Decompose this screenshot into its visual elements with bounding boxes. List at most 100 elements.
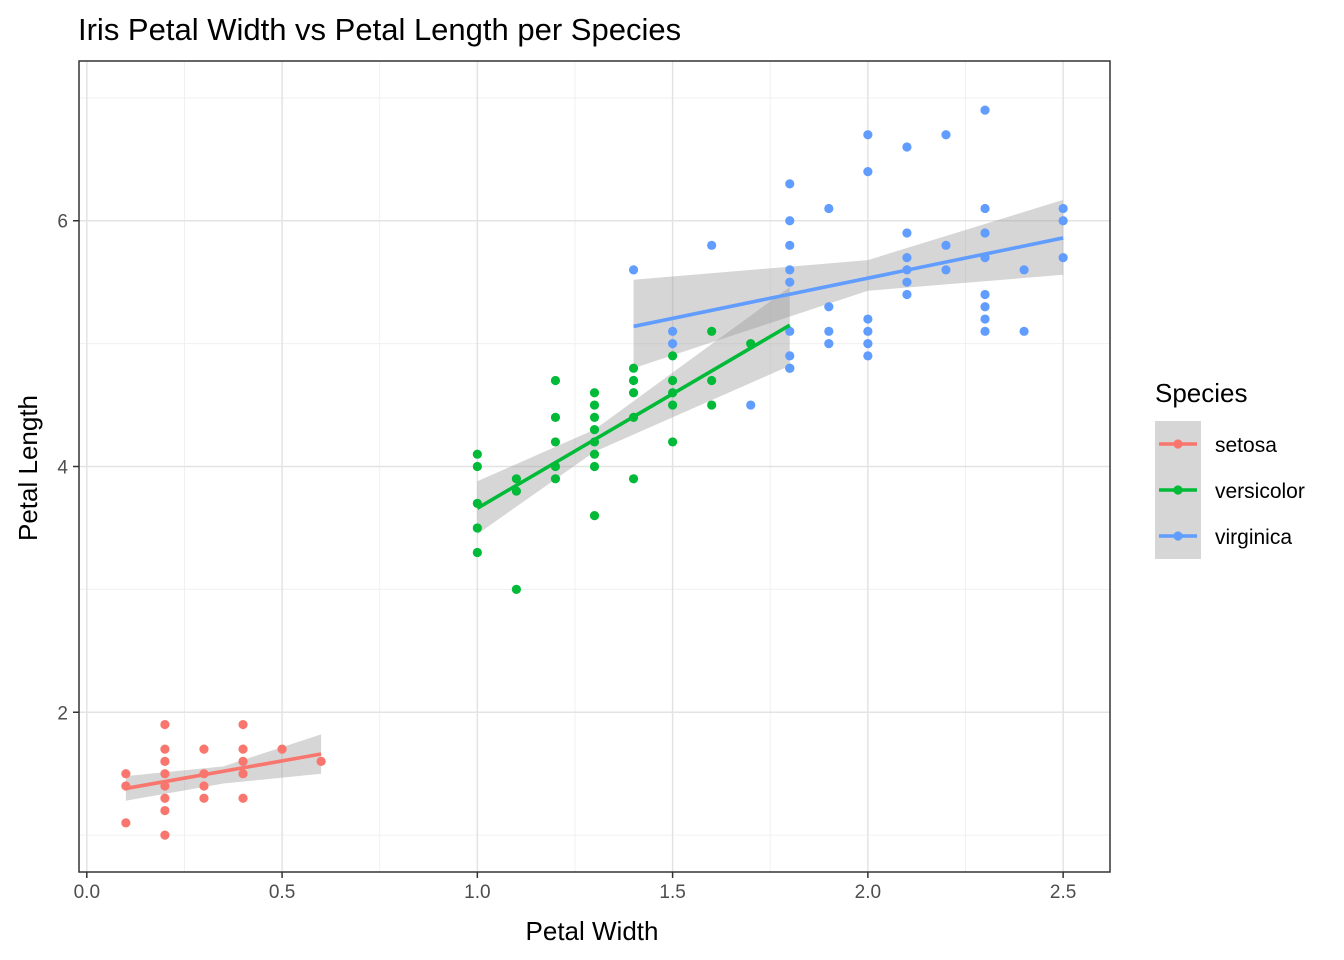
data-point-versicolor [589,511,600,521]
data-point-virginica [902,142,912,152]
data-point-versicolor [550,437,561,447]
data-point-virginica [785,179,795,189]
data-point-virginica [863,351,873,361]
data-point-virginica [902,253,912,263]
data-point-versicolor [472,461,482,472]
data-point-versicolor [589,400,600,410]
data-point-versicolor [628,363,639,373]
fit-line-virginica [633,236,1064,329]
data-point-virginica [980,105,990,115]
data-point-versicolor [589,449,600,459]
data-point-versicolor [511,474,521,484]
data-point-virginica [824,326,834,336]
data-point-setosa [238,793,248,803]
data-point-virginica [785,326,795,336]
data-point-virginica [785,216,795,226]
data-point-setosa [160,756,170,767]
data-point-setosa [316,756,326,767]
data-point-virginica [668,326,678,336]
data-point-virginica [824,339,834,349]
legend-label-versicolor: versicolor [1215,480,1305,503]
y-tick-label: 4 [57,458,68,479]
legend-point-versicolor [1173,485,1183,495]
data-point-versicolor [668,400,678,410]
x-axis-title: Petal Width [526,916,659,946]
data-point-setosa [160,830,170,840]
data-point-versicolor [628,375,639,386]
data-point-virginica [785,265,795,275]
data-point-setosa [238,769,248,779]
legend: Species setosa versicolor virginica [1155,378,1305,559]
data-point-setosa [160,769,170,779]
data-point-virginica [941,240,951,250]
data-point-virginica [668,339,678,349]
data-point-virginica [980,302,990,312]
data-point-virginica [980,314,990,324]
x-tick-label: 2.5 [1050,882,1076,903]
y-tick-label: 2 [57,703,68,724]
data-point-virginica [1058,203,1068,214]
data-point-virginica [902,289,912,300]
y-axis-title: Petal Length [13,395,43,541]
data-point-setosa [160,744,170,754]
data-point-versicolor [707,326,717,336]
data-point-versicolor [589,388,600,398]
data-point-virginica [980,289,990,300]
data-point-versicolor [668,437,678,447]
x-tick-label: 0.0 [74,882,100,903]
x-tick-label: 1.5 [659,882,685,903]
data-point-versicolor [668,351,678,361]
data-point-virginica [863,166,873,177]
data-point-setosa [238,744,248,754]
data-point-versicolor [707,400,717,410]
data-point-versicolor [550,474,561,484]
data-point-versicolor [707,375,717,386]
data-point-versicolor [472,449,482,459]
x-tick-label: 1.0 [464,882,490,903]
data-point-virginica [824,302,834,312]
data-point-setosa [238,719,248,730]
data-point-virginica [941,130,951,140]
data-point-setosa [277,744,287,754]
legend-title: Species [1155,378,1248,408]
fit-line-versicolor [476,323,791,510]
data-point-virginica [980,203,990,214]
chart-title: Iris Petal Width vs Petal Length per Spe… [78,12,681,47]
data-point-virginica [863,130,873,140]
legend-label-virginica: virginica [1215,526,1292,549]
data-point-virginica [863,339,873,349]
data-point-setosa [121,818,131,828]
data-point-virginica [824,203,834,214]
data-point-versicolor [668,375,678,386]
confidence-band-setosa [125,734,322,801]
plot-panel: 0.0 0.5 1.0 1.5 2.0 2.5 2 4 6 [57,60,1111,903]
data-point-versicolor [550,412,561,422]
data-point-setosa [199,744,209,754]
data-point-setosa [199,781,209,791]
data-point-versicolor [628,388,639,398]
data-point-setosa [160,793,170,803]
data-point-versicolor [589,412,600,422]
data-point-virginica [707,240,717,250]
confidence-band-virginica [633,199,1064,369]
data-point-virginica [902,277,912,287]
data-point-versicolor [589,425,600,435]
data-point-virginica [1058,216,1068,226]
data-point-versicolor [628,474,639,484]
data-point-virginica [980,326,990,336]
data-point-setosa [199,793,209,803]
data-point-versicolor [472,547,482,558]
data-point-virginica [785,240,795,250]
legend-point-setosa [1173,439,1183,449]
data-point-virginica [1019,265,1029,275]
data-point-versicolor [589,461,600,472]
data-point-versicolor [550,375,561,386]
data-point-virginica [785,351,795,361]
legend-label-setosa: setosa [1215,434,1277,457]
data-point-versicolor [511,584,521,594]
confidence-band-versicolor [477,287,790,535]
data-point-virginica [785,277,795,287]
x-tick-label: 2.0 [855,882,881,903]
data-point-virginica [902,228,912,238]
